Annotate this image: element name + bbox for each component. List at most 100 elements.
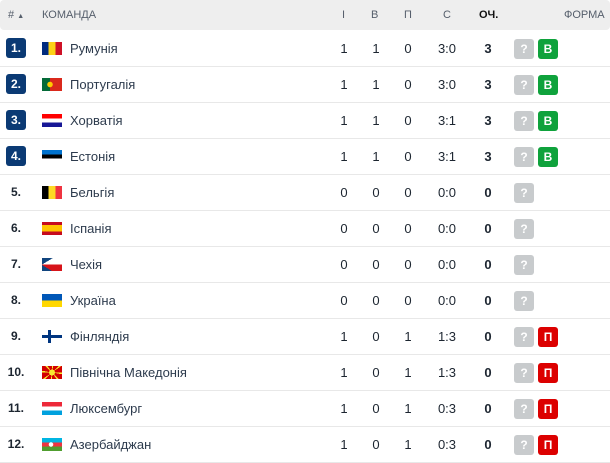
score-value: 0:0 (437, 293, 457, 308)
loss-badge[interactable]: П (538, 435, 558, 455)
points-column-header[interactable]: ОЧ. (479, 9, 499, 21)
played-column-header[interactable]: І (342, 9, 346, 21)
lost-value: 1 (404, 365, 412, 380)
next-match-badge[interactable]: ? (514, 363, 534, 383)
next-match-badge[interactable]: ? (514, 219, 534, 239)
table-row[interactable]: 9. Фінляндія 1 0 1 1:3 0? П (0, 318, 610, 355)
team-name[interactable]: Азербайджан (70, 437, 152, 452)
team-name[interactable]: Іспанія (70, 221, 112, 236)
win-badge[interactable]: В (538, 111, 558, 131)
team-name[interactable]: Естонія (70, 149, 116, 164)
team-name[interactable]: Румунія (70, 41, 118, 56)
loss-badge[interactable]: П (538, 363, 558, 383)
won-value: 1 (372, 77, 380, 92)
points-value: 0 (484, 401, 492, 416)
points-value: 0 (484, 329, 492, 344)
lost-column-header[interactable]: П (404, 9, 412, 21)
table-row[interactable]: 6. Іспанія 0 0 0 0:0 0? (0, 210, 610, 247)
won-value: 0 (372, 185, 380, 200)
table-row[interactable]: 11. Люксембург 1 0 1 0:3 0? П (0, 390, 610, 427)
team-name[interactable]: Хорватія (70, 113, 123, 128)
croatia-flag-icon (42, 114, 62, 127)
next-match-badge[interactable]: ? (514, 327, 534, 347)
loss-badge[interactable]: П (538, 399, 558, 419)
win-badge[interactable]: В (538, 147, 558, 167)
team-name[interactable]: Чехія (70, 257, 103, 272)
spain-flag-icon (42, 222, 62, 235)
played-value: 0 (340, 293, 348, 308)
table-row[interactable]: 1. Румунія 1 1 0 3:0 3? В (0, 30, 610, 67)
lost-value: 0 (404, 41, 412, 56)
next-match-badge[interactable]: ? (514, 39, 534, 59)
lost-value: 0 (404, 185, 412, 200)
points-value: 0 (484, 437, 492, 452)
rank-badge: 11. (7, 401, 25, 415)
win-badge[interactable]: В (538, 39, 558, 59)
rank-badge: 6. (10, 221, 21, 235)
won-column-header[interactable]: В (371, 9, 379, 21)
rank-badge: 4. (6, 146, 26, 166)
table-row[interactable]: 7. Чехія 0 0 0 0:0 0? (0, 246, 610, 283)
rank-badge: 1. (6, 38, 26, 58)
points-value: 0 (484, 365, 492, 380)
lost-value: 0 (404, 257, 412, 272)
points-value: 0 (484, 257, 492, 272)
points-value: 0 (484, 293, 492, 308)
lost-value: 0 (404, 293, 412, 308)
next-match-badge[interactable]: ? (514, 435, 534, 455)
rank-badge: 3. (6, 110, 26, 130)
won-value: 0 (372, 365, 380, 380)
team-name[interactable]: Бельгія (70, 185, 115, 200)
next-match-badge[interactable]: ? (514, 147, 534, 167)
rank-badge: 7. (10, 257, 21, 271)
rank-badge: 12. (7, 437, 25, 451)
score-value: 0:0 (437, 257, 457, 272)
table-row[interactable]: 5. Бельгія 0 0 0 0:0 0? (0, 174, 610, 211)
belgium-flag-icon (42, 186, 62, 199)
sort-ascending-icon: ▲ (17, 13, 25, 20)
next-match-badge[interactable]: ? (514, 111, 534, 131)
score-value: 3:1 (437, 113, 457, 128)
table-row[interactable]: 12. Азербайджан 1 0 1 0:3 0? П (0, 426, 610, 463)
next-match-badge[interactable]: ? (514, 183, 534, 203)
team-name[interactable]: Північна Македонія (70, 365, 187, 380)
points-value: 0 (484, 221, 492, 236)
played-value: 1 (340, 401, 348, 416)
played-value: 0 (340, 221, 348, 236)
table-header: # ▲ КОМАНДА І В П С ОЧ. ФОРМА (0, 0, 610, 30)
team-name[interactable]: Фінляндія (70, 329, 130, 344)
won-value: 0 (372, 221, 380, 236)
team-name[interactable]: Португалія (70, 77, 136, 92)
table-row[interactable]: 2. Португалія 1 1 0 3:0 3? В (0, 66, 610, 103)
table-row[interactable]: 3. Хорватія 1 1 0 3:1 3? В (0, 102, 610, 139)
lost-value: 1 (404, 437, 412, 452)
score-value: 0:0 (437, 221, 457, 236)
loss-badge[interactable]: П (538, 327, 558, 347)
table-row[interactable]: 4. Естонія 1 1 0 3:1 3? В (0, 138, 610, 175)
team-column-header[interactable]: КОМАНДА (42, 9, 97, 21)
score-column-header[interactable]: С (443, 9, 451, 21)
points-value: 3 (484, 113, 492, 128)
win-badge[interactable]: В (538, 75, 558, 95)
played-value: 1 (340, 365, 348, 380)
won-value: 0 (372, 293, 380, 308)
table-row[interactable]: 10. Північна Македонія 1 0 1 1:3 0? П (0, 354, 610, 391)
form-column-header: ФОРМА (564, 9, 605, 21)
next-match-badge[interactable]: ? (514, 291, 534, 311)
estonia-flag-icon (42, 150, 62, 163)
points-value: 3 (484, 77, 492, 92)
portugal-flag-icon (42, 78, 62, 91)
north-macedonia-flag-icon (42, 366, 62, 379)
won-value: 1 (372, 149, 380, 164)
won-value: 1 (372, 113, 380, 128)
rank-column-header[interactable]: # ▲ (8, 9, 25, 21)
team-name[interactable]: Люксембург (70, 401, 143, 416)
next-match-badge[interactable]: ? (514, 399, 534, 419)
team-name[interactable]: Україна (70, 293, 116, 308)
next-match-badge[interactable]: ? (514, 75, 534, 95)
points-value: 0 (484, 185, 492, 200)
points-value: 3 (484, 149, 492, 164)
next-match-badge[interactable]: ? (514, 255, 534, 275)
rank-badge: 5. (10, 185, 21, 199)
table-row[interactable]: 8. Україна 0 0 0 0:0 0? (0, 282, 610, 319)
